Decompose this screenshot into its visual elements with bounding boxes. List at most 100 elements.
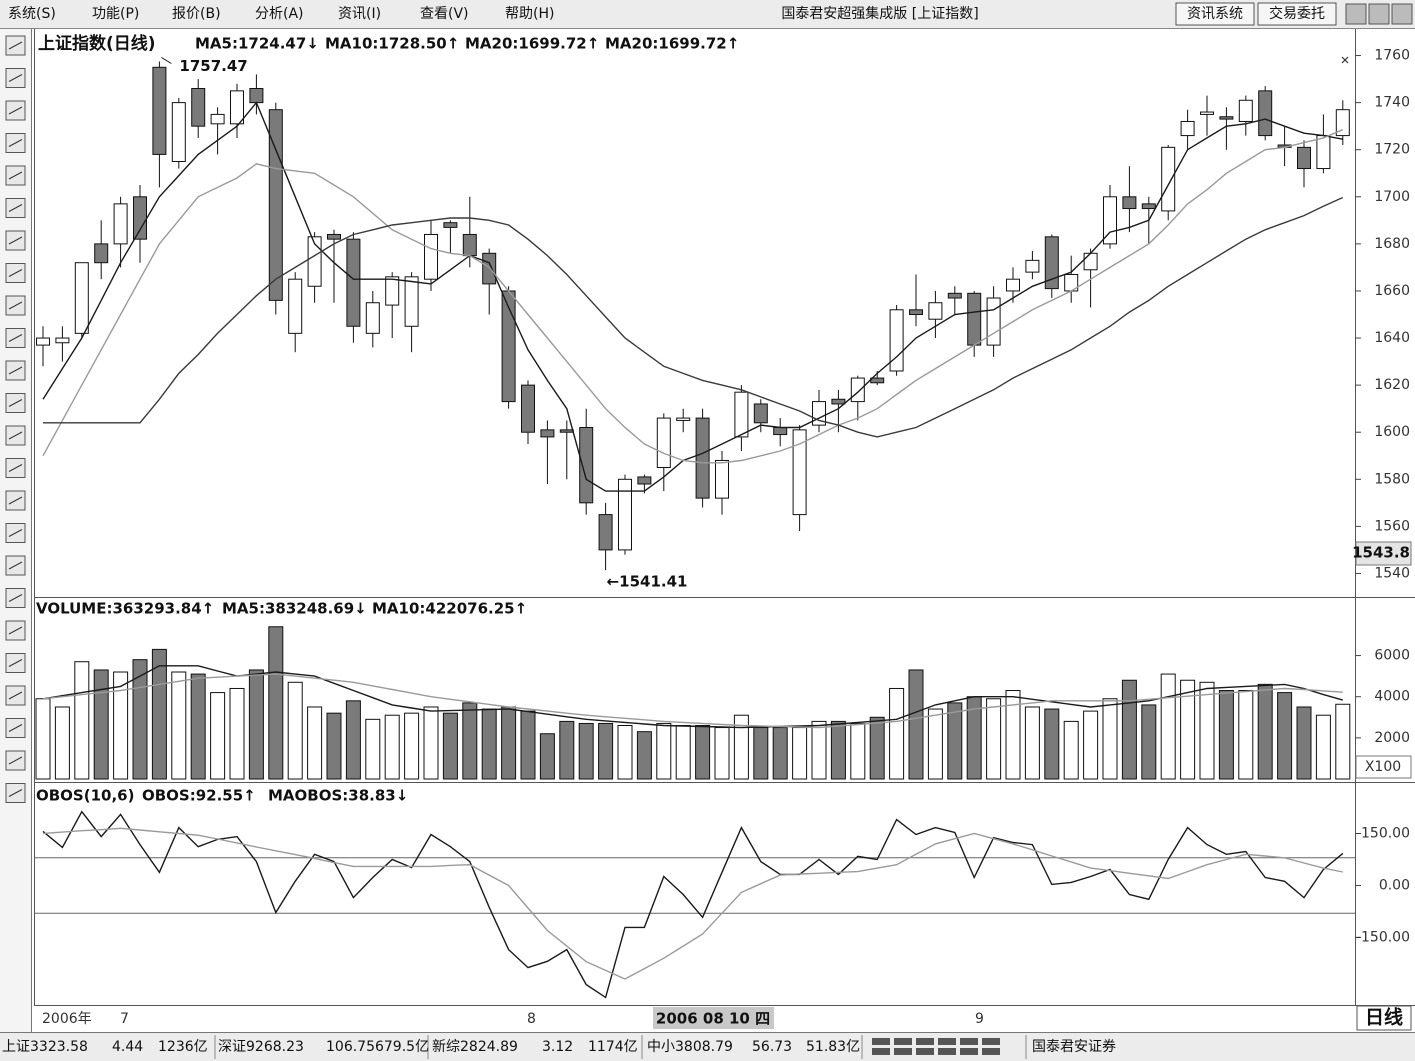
tool-icon-glyph: [8, 659, 23, 667]
status-indicator: [938, 1038, 956, 1045]
status-item: 国泰君安证券: [1032, 1039, 1116, 1055]
volume-bar: [501, 706, 517, 780]
candle-body: [1083, 252, 1098, 271]
tool-icon-glyph: [8, 464, 23, 472]
candle-body: [462, 233, 477, 257]
volume-bar: [1257, 683, 1273, 780]
volume-bar: [636, 731, 652, 780]
volume-bar: [1315, 714, 1331, 780]
volume-bar: [1121, 679, 1137, 780]
y-tick-label: 0.00: [1379, 877, 1410, 893]
y-tick-label: 1580: [1374, 471, 1410, 487]
annotation-arrow: [161, 57, 172, 64]
volume-bar: [93, 669, 109, 780]
volume-bar: [1335, 703, 1351, 780]
volume-bar: [695, 725, 711, 780]
y-tick-label: 2000: [1374, 730, 1410, 746]
button[interactable]: 交易委托: [1269, 5, 1325, 22]
volume-bar: [326, 712, 342, 780]
menu-item[interactable]: 帮助(H): [505, 6, 554, 22]
volume-bar: [656, 722, 672, 780]
y-tick-label: 1700: [1374, 189, 1410, 205]
candle-body: [947, 292, 962, 299]
tool-icon-glyph: [8, 724, 23, 732]
candle-body: [482, 252, 497, 285]
status-indicator: [982, 1038, 1000, 1045]
candle-body: [288, 278, 303, 334]
menu-item[interactable]: 查看(V): [420, 6, 469, 22]
menu-item[interactable]: 系统(S): [8, 6, 56, 22]
tool-icon-glyph: [8, 269, 23, 277]
volume-bar: [423, 706, 439, 780]
candle-body: [1297, 146, 1311, 170]
candle-body: [133, 196, 147, 240]
candle-body: [559, 429, 574, 433]
volume-bar: [1218, 690, 1234, 780]
candle-body: [695, 417, 710, 499]
icon-stroke: [1341, 56, 1349, 64]
close[interactable]: [1391, 3, 1413, 25]
maximize[interactable]: [1368, 3, 1390, 25]
tool-icon-glyph: [8, 41, 23, 50]
volume-bar: [442, 712, 458, 780]
candle-body: [443, 222, 458, 228]
volume-bar: [792, 727, 808, 780]
button[interactable]: 资讯系统: [1187, 6, 1243, 22]
cursor-date: 2006 08 10 四: [656, 1010, 770, 1028]
y-tick-label: 1760: [1374, 48, 1410, 64]
candle-body: [1044, 236, 1059, 290]
candle-body: [230, 90, 244, 125]
candle-body: [1103, 196, 1117, 245]
candle-body: [1219, 116, 1234, 120]
status-indicator: [872, 1048, 890, 1055]
legend-entry: VOLUME:363293.84↑: [36, 600, 214, 618]
volume-bar: [229, 687, 245, 780]
menu-item[interactable]: 分析(A): [255, 6, 304, 22]
x-axis-label: 9: [975, 1011, 984, 1027]
indicator-line: [42, 810, 1344, 999]
volume-bar: [74, 661, 90, 780]
volume-bar: [733, 714, 749, 780]
candle-body: [889, 309, 904, 372]
status-indicator: [938, 1048, 956, 1055]
tool-icon-glyph: [8, 691, 23, 700]
status-indicator: [916, 1038, 934, 1045]
indicator-line: [42, 827, 1343, 980]
tool-icon-glyph: [8, 204, 23, 212]
tool-icon-glyph: [8, 366, 23, 375]
status-item: 中小3808.79: [647, 1039, 733, 1055]
y-tick-label: 1720: [1374, 142, 1410, 158]
window-title: 国泰君安超强集成版 [上证指数]: [781, 5, 978, 22]
candle-body: [1006, 278, 1020, 292]
indicator-line: [42, 101, 1343, 492]
menu-item[interactable]: 资讯(I): [338, 6, 381, 22]
indicator-line: [42, 665, 1343, 729]
menu-item[interactable]: 报价(B): [172, 6, 221, 22]
legend-entry: OBOS:92.55↑: [142, 787, 256, 805]
candle-body: [598, 514, 613, 551]
cursor-value-box: [1355, 541, 1412, 566]
candle-body: [1122, 196, 1137, 210]
candle-body: [191, 88, 206, 127]
menu-item[interactable]: 功能(P): [92, 6, 139, 22]
status-item: 51.83亿: [806, 1039, 860, 1055]
tool-icon-glyph: [8, 334, 23, 342]
volume-bar: [384, 714, 400, 780]
x-axis-label: 2006年: [42, 1011, 92, 1027]
volume-bar: [1063, 720, 1079, 780]
unit-box: [1355, 755, 1412, 779]
tool-icon-glyph: [8, 496, 23, 505]
candle-body: [365, 302, 380, 334]
candle-body: [152, 66, 167, 155]
volume-bar: [830, 720, 846, 780]
candle-body: [404, 276, 419, 327]
low-annotation: ←1541.41: [607, 573, 688, 591]
minimize[interactable]: [1345, 3, 1367, 25]
panel-close-icon[interactable]: [1341, 56, 1349, 64]
candle-body: [1025, 259, 1040, 273]
y-tick-label: 1680: [1374, 236, 1410, 252]
volume-bar: [35, 698, 51, 780]
window-controls: [1345, 3, 1413, 25]
candle-body: [656, 417, 671, 469]
candle-body: [928, 302, 943, 320]
